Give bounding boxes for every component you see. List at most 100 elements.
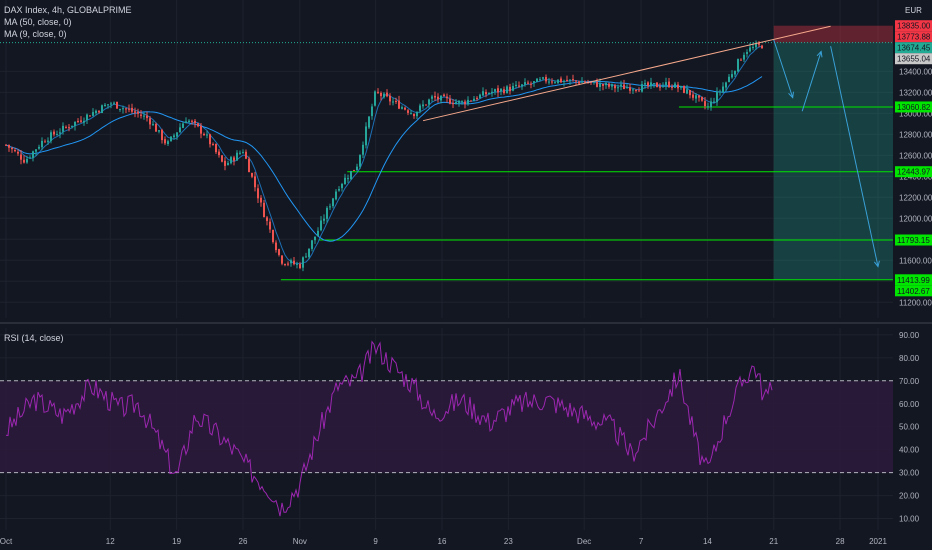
- currency-label: EUR: [905, 6, 922, 15]
- candle-body: [656, 82, 658, 88]
- candle-body: [260, 197, 262, 203]
- candle-body: [320, 220, 322, 231]
- candle-body: [353, 169, 355, 171]
- candle-body: [758, 43, 760, 45]
- price-tick-label: 11200.00: [899, 298, 932, 307]
- candle-body: [158, 130, 160, 132]
- candle-body: [245, 151, 247, 159]
- candle-body: [314, 236, 316, 241]
- candle-body: [356, 166, 358, 171]
- candle-body: [197, 123, 199, 127]
- candle-body: [716, 91, 718, 103]
- candle-body: [668, 81, 670, 88]
- candle-body: [32, 151, 34, 158]
- date-tick-label: 2021: [869, 537, 887, 546]
- candle-body: [485, 92, 487, 95]
- candle-body: [548, 81, 550, 83]
- candle-body: [332, 198, 334, 207]
- candle-body: [614, 85, 616, 89]
- candle-body: [434, 95, 436, 98]
- candle-body: [329, 206, 331, 208]
- candle-body: [644, 83, 646, 85]
- candle-body: [452, 103, 454, 105]
- rsi-tick-label: 60.00: [899, 400, 920, 409]
- price-tick-label: 13200.00: [899, 88, 932, 97]
- candle-body: [404, 107, 406, 110]
- candle-body: [77, 120, 79, 122]
- projection-arrow: [773, 39, 794, 98]
- candle-body: [101, 105, 103, 114]
- candle-body: [551, 81, 553, 83]
- candle-body: [590, 81, 592, 83]
- date-tick-label: 7: [639, 537, 644, 546]
- candle-body: [464, 101, 466, 105]
- candle-body: [155, 124, 157, 132]
- rsi-tick-label: 50.00: [899, 423, 920, 432]
- candle-body: [494, 89, 496, 92]
- candle-body: [626, 87, 628, 89]
- rsi-band: [0, 380, 893, 473]
- candle-body: [227, 162, 229, 166]
- candle-body: [602, 83, 604, 86]
- candle-body: [542, 77, 544, 79]
- candle-body: [617, 87, 619, 89]
- candles: [5, 40, 763, 272]
- candle-body: [92, 112, 94, 116]
- candle-body: [215, 144, 217, 153]
- candle-body: [182, 123, 184, 128]
- candle-body: [611, 84, 613, 87]
- candle-body: [281, 255, 283, 264]
- candle-body: [695, 95, 697, 99]
- candle-body: [110, 103, 112, 105]
- candle-body: [650, 82, 652, 87]
- candle-body: [704, 101, 706, 107]
- candle-body: [707, 106, 709, 108]
- projection-arrow-head: [816, 50, 823, 58]
- candle-body: [305, 256, 307, 258]
- candle-body: [311, 240, 313, 249]
- candle-body: [371, 106, 373, 117]
- candle-body: [137, 111, 139, 114]
- candle-body: [14, 150, 16, 152]
- candle-body: [143, 115, 145, 117]
- candle-body: [620, 84, 622, 87]
- date-tick-label: 28: [836, 537, 845, 546]
- candle-body: [671, 86, 673, 88]
- candle-body: [584, 81, 586, 83]
- candle-body: [323, 218, 325, 221]
- candle-body: [581, 81, 583, 83]
- price-badge: [895, 285, 932, 297]
- candle-body: [476, 97, 478, 99]
- candle-body: [440, 95, 442, 101]
- candle-body: [755, 43, 757, 48]
- candle-body: [410, 113, 412, 115]
- candle-body: [449, 98, 451, 104]
- rsi-pane: [0, 340, 893, 517]
- candle-body: [746, 52, 748, 54]
- candle-body: [641, 84, 643, 92]
- candle-body: [470, 100, 472, 102]
- candle-body: [509, 86, 511, 92]
- candle-body: [431, 96, 433, 99]
- price-badge-label: 11413.99: [897, 276, 930, 285]
- price-badge-label: 13773.88: [897, 33, 931, 42]
- candle-body: [173, 135, 175, 138]
- candle-body: [122, 108, 124, 110]
- candle-body: [638, 90, 640, 92]
- price-badge: [895, 53, 932, 65]
- candle-body: [743, 54, 745, 60]
- candle-body: [308, 248, 310, 257]
- candle-body: [545, 77, 547, 82]
- candle-body: [734, 71, 736, 75]
- projection-arrow: [830, 46, 879, 267]
- candle-body: [368, 116, 370, 128]
- candle-body: [80, 120, 82, 122]
- candle-body: [605, 83, 607, 86]
- date-tick-label: Oct: [0, 537, 13, 546]
- candle-body: [104, 104, 106, 107]
- candle-body: [380, 92, 382, 97]
- candle-body: [116, 101, 118, 109]
- candle-body: [383, 93, 385, 98]
- candle-body: [125, 108, 127, 110]
- candle-body: [338, 189, 340, 191]
